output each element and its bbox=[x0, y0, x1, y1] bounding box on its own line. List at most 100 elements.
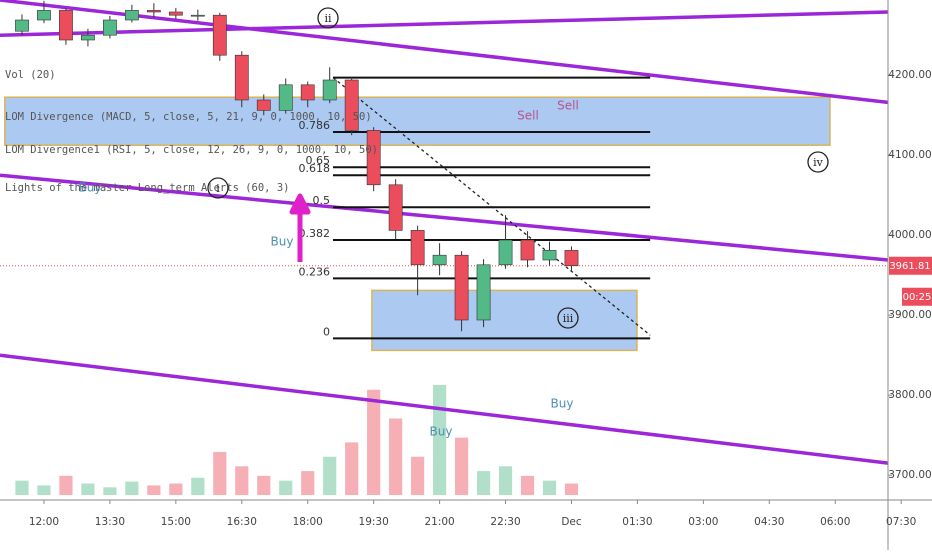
volume-bar bbox=[257, 475, 271, 495]
candle-body bbox=[520, 239, 535, 261]
volume-bar bbox=[542, 480, 557, 495]
x-tick-label: 04:30 bbox=[754, 516, 784, 528]
x-tick-label: Dec bbox=[561, 516, 582, 528]
volume-bar bbox=[81, 483, 95, 495]
x-tick-label: 18:00 bbox=[293, 516, 323, 528]
indicator-label: LOM Divergence1 (RSI, 5, close, 12, 26, … bbox=[5, 144, 378, 156]
indicator-label: Lights of the master Long_term Alerts (6… bbox=[5, 182, 289, 194]
x-tick-label: 12:00 bbox=[29, 516, 59, 528]
volume-bar bbox=[191, 477, 205, 495]
y-tick-label: 4100.00 bbox=[888, 149, 931, 161]
x-tick-label: 03:00 bbox=[688, 516, 718, 528]
y-tick-label: 4200.00 bbox=[888, 69, 931, 81]
candle-body bbox=[234, 54, 249, 101]
volume-bar bbox=[59, 475, 73, 495]
candle-body bbox=[81, 34, 95, 41]
last-price-box bbox=[889, 256, 932, 275]
fib-label: 0.618 bbox=[299, 162, 331, 175]
candle-body bbox=[366, 130, 381, 186]
candle-body bbox=[388, 184, 403, 231]
wave-circle bbox=[557, 307, 579, 329]
annotation: Sell bbox=[517, 109, 539, 123]
volume-bar bbox=[345, 442, 359, 495]
volume-bar bbox=[367, 389, 381, 495]
trendline bbox=[0, 10, 888, 37]
x-tick-label: 07:30 bbox=[886, 516, 916, 528]
candle-body bbox=[344, 79, 359, 131]
y-tick-label: 3700.00 bbox=[888, 469, 931, 481]
countdown-box bbox=[902, 287, 932, 306]
annotation: Buy bbox=[551, 397, 574, 411]
candle-body bbox=[322, 79, 337, 101]
indicator-label: LOM Divergence (MACD, 5, close, 5, 21, 9… bbox=[5, 111, 372, 123]
candle-body bbox=[498, 239, 513, 266]
candle-body bbox=[300, 84, 315, 101]
candle-body bbox=[564, 250, 579, 267]
wave-label: iii bbox=[563, 312, 574, 325]
volume-bar bbox=[564, 483, 579, 495]
indicator-label: Vol (20) bbox=[5, 69, 56, 81]
countdown-label: 00:25 bbox=[903, 292, 932, 303]
candle-body bbox=[146, 10, 161, 13]
candle-body bbox=[37, 10, 51, 21]
annotation: Buy bbox=[79, 181, 102, 195]
x-tick-label: 22:30 bbox=[490, 516, 520, 528]
volume-bar bbox=[323, 456, 337, 495]
candle-body bbox=[168, 11, 183, 16]
candle-body bbox=[15, 19, 29, 32]
candle-body bbox=[476, 264, 491, 321]
fib-label: 0.786 bbox=[299, 119, 331, 132]
candle-body bbox=[59, 10, 73, 41]
volume-bar bbox=[301, 471, 315, 495]
annotation: Buy bbox=[271, 235, 294, 249]
fib-label: 0.236 bbox=[299, 265, 331, 278]
y-tick-label: 4000.00 bbox=[888, 229, 931, 241]
y-tick-label: 3800.00 bbox=[888, 389, 931, 401]
volume-bar bbox=[498, 466, 513, 495]
x-tick-label: 15:00 bbox=[161, 516, 191, 528]
dotted-trend bbox=[332, 77, 651, 336]
axes: 3700.00 3800.00 3900.00 4000.00 4100.00 4200.… bbox=[29, 69, 932, 528]
candle-body bbox=[190, 14, 205, 17]
candle-body bbox=[542, 250, 557, 261]
annotation: Sell bbox=[557, 99, 579, 113]
last-price-label: 3961.81 bbox=[889, 261, 930, 272]
candle-body bbox=[278, 84, 293, 111]
x-tick-label: 13:30 bbox=[95, 516, 125, 528]
volume-bar bbox=[389, 418, 403, 495]
y-tick-label: 3900.00 bbox=[888, 309, 931, 321]
x-tick-label: 19:30 bbox=[359, 516, 389, 528]
fib-label: 0.382 bbox=[299, 227, 331, 240]
candle-body bbox=[212, 14, 227, 56]
volume-bar bbox=[37, 485, 51, 495]
volume-bar bbox=[235, 466, 249, 495]
volume-bar bbox=[15, 480, 29, 495]
zone bbox=[371, 289, 638, 352]
trendline bbox=[0, 353, 888, 465]
volume-bar bbox=[125, 481, 139, 495]
wave-label: iv bbox=[813, 156, 824, 169]
volume-bar bbox=[213, 451, 227, 495]
wave-circle bbox=[207, 177, 229, 199]
volume-bar bbox=[411, 456, 425, 495]
volume-bar bbox=[433, 385, 447, 495]
volume-bar bbox=[476, 471, 491, 495]
candle-body bbox=[256, 99, 271, 111]
volume-bar bbox=[103, 487, 117, 495]
candle-body bbox=[410, 230, 425, 266]
candle-body bbox=[432, 254, 447, 266]
wave-circle bbox=[807, 151, 829, 173]
x-tick-label: 21:00 bbox=[424, 516, 454, 528]
x-tick-label: 06:00 bbox=[820, 516, 850, 528]
trendline bbox=[0, 0, 888, 105]
trendline bbox=[0, 173, 888, 262]
wave-label: i bbox=[216, 182, 220, 195]
wave-circle bbox=[317, 7, 339, 29]
volume-bar bbox=[279, 480, 293, 495]
volume-bar bbox=[520, 475, 535, 495]
candle-body bbox=[454, 254, 469, 321]
x-tick-label: 01:30 bbox=[622, 516, 652, 528]
